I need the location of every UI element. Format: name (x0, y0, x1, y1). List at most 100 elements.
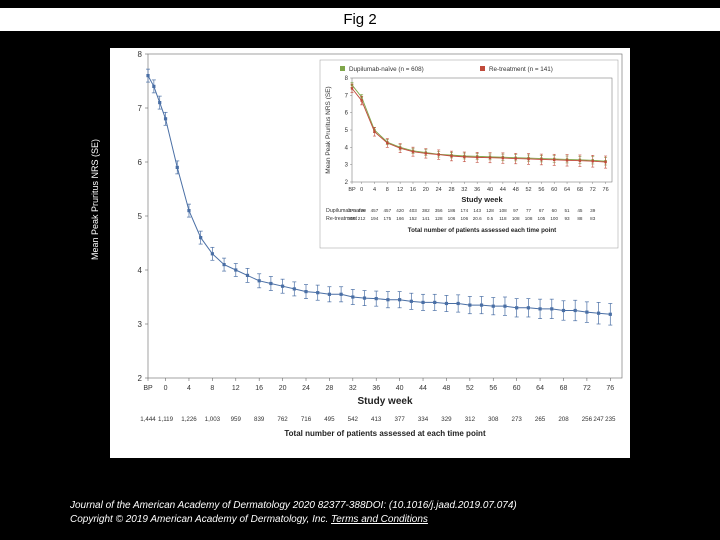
svg-text:194: 194 (371, 216, 379, 221)
svg-text:143: 143 (473, 208, 481, 213)
svg-text:93: 93 (564, 216, 570, 221)
svg-text:100: 100 (550, 216, 558, 221)
svg-text:44: 44 (419, 385, 427, 392)
svg-text:108: 108 (499, 208, 507, 213)
svg-text:235: 235 (605, 416, 616, 423)
svg-text:64: 64 (536, 385, 544, 392)
svg-text:839: 839 (254, 416, 265, 423)
svg-text:68: 68 (560, 385, 568, 392)
svg-text:12: 12 (397, 187, 403, 193)
svg-text:356: 356 (348, 216, 356, 221)
svg-text:44: 44 (500, 187, 506, 193)
svg-text:52: 52 (466, 385, 474, 392)
svg-text:36: 36 (474, 187, 480, 193)
svg-text:76: 76 (606, 385, 614, 392)
svg-text:175: 175 (383, 216, 391, 221)
svg-text:16: 16 (255, 385, 263, 392)
svg-text:106: 106 (448, 216, 456, 221)
svg-text:97: 97 (513, 208, 519, 213)
svg-text:456: 456 (358, 208, 366, 213)
svg-text:60: 60 (552, 208, 558, 213)
svg-text:56: 56 (489, 385, 497, 392)
svg-text:105: 105 (538, 216, 546, 221)
terms-link[interactable]: Terms and Conditions (331, 514, 428, 525)
svg-text:247: 247 (593, 416, 604, 423)
svg-text:28: 28 (326, 385, 334, 392)
svg-text:4: 4 (138, 266, 143, 275)
svg-text:45: 45 (577, 208, 583, 213)
citation-text: Journal of the American Academy of Derma… (70, 500, 517, 511)
svg-text:375: 375 (348, 208, 356, 213)
svg-text:77: 77 (526, 208, 532, 213)
svg-text:3: 3 (138, 320, 143, 329)
svg-text:0.5: 0.5 (487, 216, 494, 221)
svg-text:Re-treatment (n = 141): Re-treatment (n = 141) (489, 66, 553, 73)
svg-text:108: 108 (525, 216, 533, 221)
svg-text:413: 413 (371, 416, 382, 423)
svg-text:20.6: 20.6 (473, 216, 482, 221)
svg-text:8: 8 (210, 385, 214, 392)
svg-text:Dupilumab-naïve (n = 608): Dupilumab-naïve (n = 608) (349, 66, 424, 73)
svg-text:1,003: 1,003 (205, 416, 221, 423)
svg-text:7: 7 (138, 104, 143, 113)
footer: Journal of the American Academy of Derma… (70, 499, 690, 526)
svg-text:36: 36 (372, 385, 380, 392)
svg-text:420: 420 (396, 208, 404, 213)
svg-text:382: 382 (422, 208, 430, 213)
svg-text:542: 542 (348, 416, 359, 423)
svg-text:24: 24 (436, 187, 442, 193)
svg-text:88: 88 (577, 216, 583, 221)
svg-text:28: 28 (448, 187, 454, 193)
svg-text:39: 39 (590, 208, 596, 213)
svg-text:48: 48 (513, 187, 519, 193)
svg-text:128: 128 (486, 208, 494, 213)
svg-text:166: 166 (396, 216, 404, 221)
svg-text:Study week: Study week (461, 195, 503, 204)
svg-text:48: 48 (443, 385, 451, 392)
svg-text:56: 56 (538, 187, 544, 193)
figure-title-bar: Fig 2 (0, 8, 720, 31)
svg-text:72: 72 (583, 385, 591, 392)
svg-text:1,444: 1,444 (140, 416, 156, 423)
svg-text:BP: BP (348, 187, 356, 193)
svg-text:716: 716 (301, 416, 312, 423)
svg-text:762: 762 (277, 416, 288, 423)
main-y-axis-label-outer: Mean Peak Pruritus NRS (SE) (90, 139, 100, 260)
svg-text:32: 32 (461, 187, 467, 193)
svg-text:356: 356 (435, 208, 443, 213)
svg-text:60: 60 (551, 187, 557, 193)
svg-text:495: 495 (324, 416, 335, 423)
svg-text:40: 40 (487, 187, 493, 193)
svg-text:106: 106 (461, 216, 469, 221)
svg-text:24: 24 (302, 385, 310, 392)
svg-text:4: 4 (187, 385, 191, 392)
svg-text:5: 5 (138, 212, 143, 221)
svg-text:186: 186 (448, 208, 456, 213)
svg-text:457: 457 (371, 208, 379, 213)
svg-text:32: 32 (349, 385, 357, 392)
svg-text:457: 457 (383, 208, 391, 213)
slide: Fig 2 Mean Peak Pruritus NRS (SE) 234567… (0, 0, 720, 540)
svg-text:141: 141 (422, 216, 430, 221)
copyright-text: Copyright © 2019 American Academy of Der… (70, 514, 328, 525)
svg-text:67: 67 (539, 208, 545, 213)
svg-text:12: 12 (232, 385, 240, 392)
svg-text:273: 273 (512, 416, 523, 423)
svg-text:Total number of patients asses: Total number of patients assessed at eac… (284, 429, 486, 438)
svg-text:118: 118 (499, 216, 507, 221)
svg-text:1,119: 1,119 (158, 416, 174, 423)
svg-text:4: 4 (373, 187, 376, 193)
svg-text:Study week: Study week (357, 396, 412, 407)
main-chart-svg: 2345678BP0481216202428323640444852566064… (110, 48, 630, 458)
svg-text:20: 20 (279, 385, 287, 392)
svg-text:959: 959 (231, 416, 242, 423)
svg-text:2: 2 (138, 374, 143, 383)
svg-text:60: 60 (513, 385, 521, 392)
svg-text:Total number of patients asses: Total number of patients assessed each t… (408, 227, 556, 234)
svg-text:6: 6 (138, 158, 143, 167)
svg-text:1,226: 1,226 (181, 416, 197, 423)
svg-text:265: 265 (535, 416, 546, 423)
svg-text:20: 20 (423, 187, 429, 193)
svg-text:72: 72 (590, 187, 596, 193)
svg-text:52: 52 (525, 187, 531, 193)
